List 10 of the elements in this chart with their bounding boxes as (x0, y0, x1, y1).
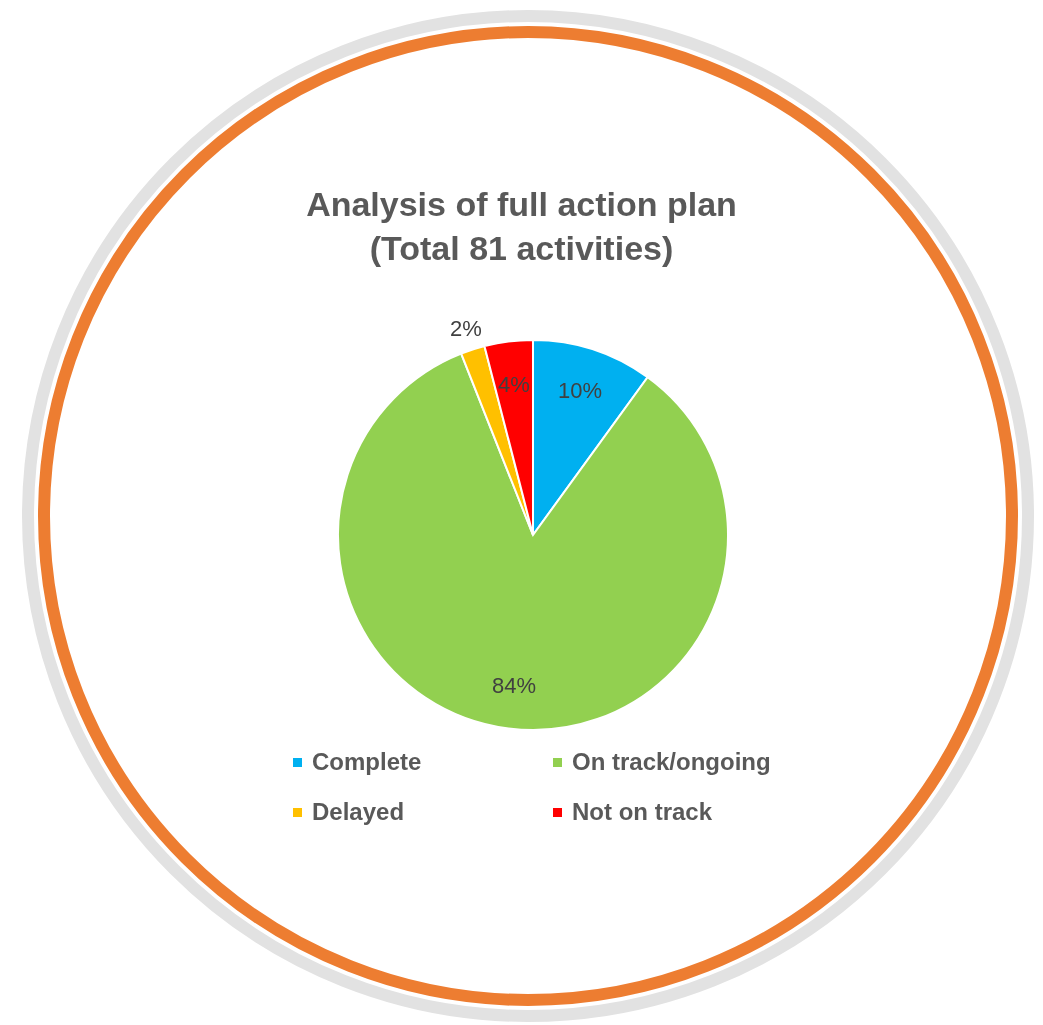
legend-label: Complete (312, 748, 422, 776)
chart-subtitle: (Total 81 activities) (368, 228, 675, 269)
legend-label: Not on track (572, 798, 713, 826)
legend-label: On track/ongoing (572, 748, 771, 776)
data-label: 2% (450, 316, 482, 342)
legend-label: Delayed (312, 798, 405, 826)
data-label: 4% (498, 371, 530, 397)
data-label: 10% (557, 377, 603, 403)
chart-title: Analysis of full action plan (305, 184, 738, 225)
data-label: 84% (491, 673, 536, 699)
